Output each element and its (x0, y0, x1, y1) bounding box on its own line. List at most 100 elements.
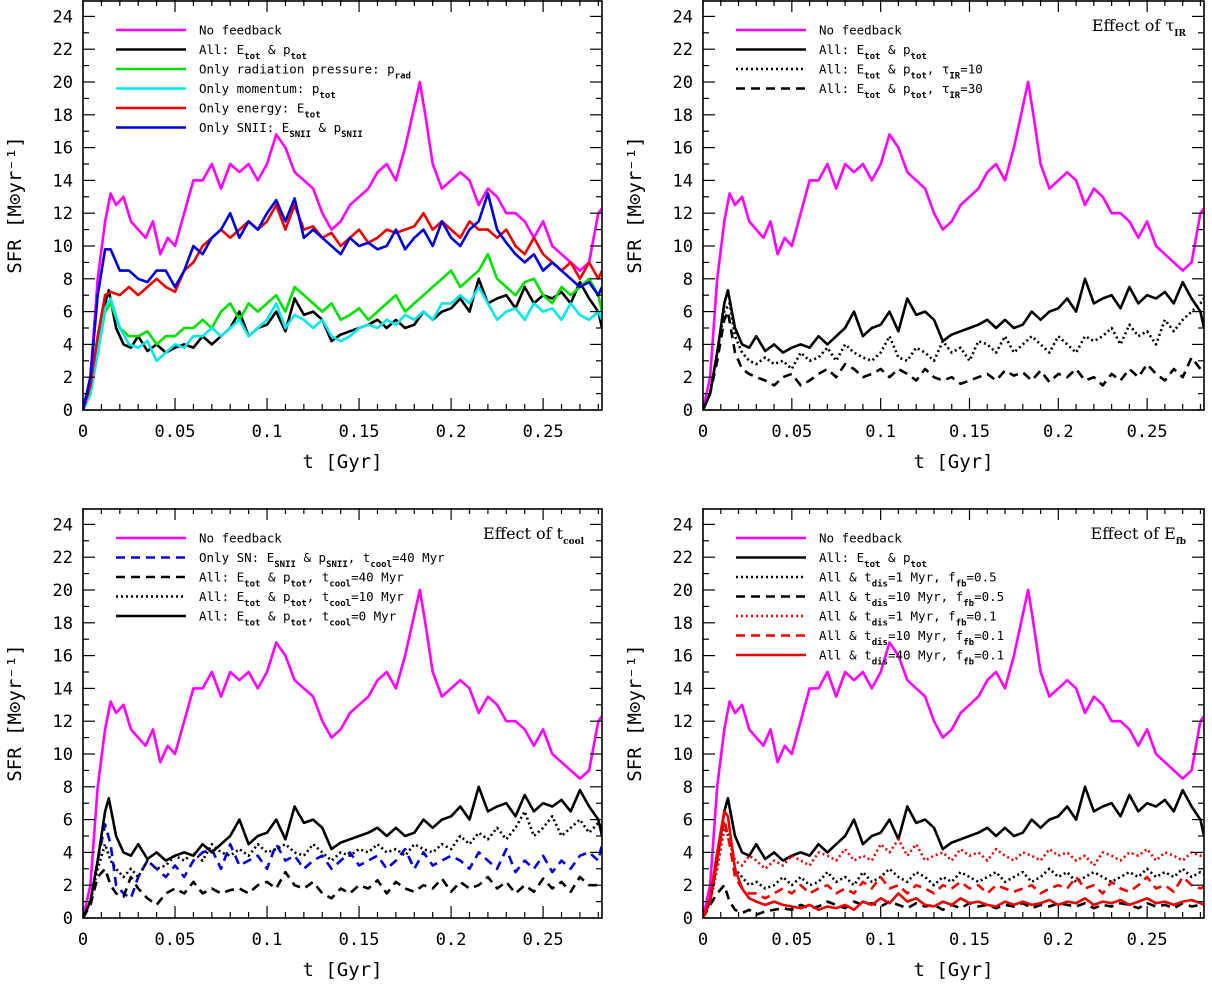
y-tick-label: 24 (53, 7, 73, 27)
series-line-nofb (83, 588, 602, 918)
x-tick-label: 0.2 (436, 930, 467, 950)
y-axis-title: SFR [M⊙yr⁻¹] (4, 644, 26, 781)
plot-frame (82, 0, 603, 411)
legend-label-nofb: No feedback (199, 531, 282, 546)
series-line-all (83, 277, 602, 410)
y-tick-label: 12 (673, 204, 693, 224)
y-tick-label: 10 (53, 237, 73, 257)
y-tick-label: 10 (53, 745, 73, 765)
y-tick-label: 16 (53, 139, 73, 159)
x-tick-label: 0.2 (1043, 930, 1074, 950)
series-line-rad (83, 252, 602, 410)
legend-label-energy: Only energy: Etot (199, 101, 321, 121)
x-axis-title: t [Gyr] (913, 451, 993, 473)
series-line-nofb (703, 80, 1204, 410)
series-line-all (83, 785, 602, 918)
y-tick-label: 22 (53, 40, 73, 60)
legend-label-rad: Only radiation pressure: prad (199, 62, 411, 82)
x-tick-label: 0.25 (1127, 930, 1168, 950)
y-tick-label: 20 (673, 581, 693, 601)
y-tick-label: 14 (673, 679, 693, 699)
y-tick-label: 6 (683, 303, 693, 323)
series-line-all10 (83, 810, 602, 918)
y-tick-label: 18 (53, 614, 73, 634)
y-tick-label: 8 (63, 270, 73, 290)
series-line-d10f01 (703, 818, 1204, 918)
series-line-all (703, 277, 1204, 410)
y-tick-label: 20 (673, 73, 693, 93)
legend-label-all10: All: Etot & ptot, tcool=10 Myr (199, 589, 404, 609)
series-line-all (703, 785, 1204, 918)
x-tick-label: 0.1 (252, 930, 283, 950)
series-line-tau30 (703, 310, 1204, 410)
series-line-d40f01 (703, 810, 1204, 918)
y-tick-label: 12 (673, 712, 693, 732)
legend-label-tau10: All: Etot & ptot, τIR=10 (819, 62, 983, 82)
plot-frame (702, 0, 1205, 411)
series-group (703, 80, 1204, 410)
x-tick-label: 0.25 (1127, 422, 1168, 442)
y-tick-label: 22 (53, 548, 73, 568)
legend-label-all: All: Etot & ptot (819, 550, 927, 570)
x-tick-label: 0.05 (155, 422, 196, 442)
y-tick-label: 6 (63, 811, 73, 831)
y-tick-label: 24 (673, 515, 693, 535)
series-group (703, 588, 1204, 918)
x-tick-label: 0.1 (865, 422, 896, 442)
y-tick-label: 0 (63, 401, 73, 421)
series-line-nofb (703, 588, 1204, 918)
y-axis-title: SFR [M⊙yr⁻¹] (624, 136, 646, 273)
y-tick-label: 22 (673, 548, 693, 568)
y-tick-label: 2 (63, 368, 73, 388)
x-tick-label: 0.05 (771, 422, 812, 442)
y-tick-label: 4 (63, 843, 73, 863)
panel-title: Effect of tcool (483, 524, 585, 547)
series-line-energy (83, 203, 602, 410)
x-tick-label: 0 (698, 422, 708, 442)
legend-label-snii: Only SNII: ESNII & pSNII (199, 120, 363, 140)
legend-label-sn40: Only SN: ESNII & pSNII, tcool=40 Myr (199, 550, 445, 570)
x-tick-label: 0.1 (252, 422, 283, 442)
y-tick-label: 16 (673, 647, 693, 667)
y-tick-label: 2 (63, 876, 73, 896)
y-tick-label: 8 (63, 778, 73, 798)
series-line-tau10 (703, 297, 1204, 410)
y-tick-label: 8 (683, 778, 693, 798)
series-line-mom (83, 285, 602, 410)
x-tick-label: 0 (698, 930, 708, 950)
x-tick-label: 0 (78, 930, 88, 950)
y-tick-label: 24 (53, 515, 73, 535)
y-tick-label: 20 (53, 581, 73, 601)
x-tick-label: 0.15 (949, 930, 990, 950)
panel-title: Effect of Efb (1091, 524, 1186, 547)
y-tick-label: 14 (53, 171, 73, 191)
legend-label-mom: Only momentum: ptot (199, 81, 336, 101)
y-tick-label: 20 (53, 73, 73, 93)
legend-label-all: All: Etot & ptot, tcool=0 Myr (199, 609, 397, 629)
legend-label-nofb: No feedback (819, 531, 902, 546)
y-tick-label: 4 (63, 335, 73, 355)
y-tick-label: 16 (673, 139, 693, 159)
series-line-sn40 (83, 823, 602, 918)
legend-label-all: All: Etot & ptot (199, 42, 307, 62)
y-tick-label: 2 (683, 368, 693, 388)
x-axis-title: t [Gyr] (302, 959, 382, 981)
y-tick-label: 6 (683, 811, 693, 831)
plot-frame (82, 508, 603, 919)
y-tick-label: 2 (683, 876, 693, 896)
y-tick-label: 0 (63, 909, 73, 929)
y-tick-label: 14 (53, 679, 73, 699)
legend-label-nofb: No feedback (199, 23, 282, 38)
y-tick-label: 18 (673, 614, 693, 634)
y-tick-label: 0 (683, 401, 693, 421)
y-tick-label: 22 (673, 40, 693, 60)
legend-label-tau30: All: Etot & ptot, τIR=30 (819, 81, 983, 101)
legend-label-d40f01: All & tdis=40 Myr, ffb=0.1 (819, 648, 1004, 668)
x-axis-title: t [Gyr] (302, 451, 382, 473)
x-tick-label: 0.15 (339, 930, 380, 950)
x-tick-label: 0 (78, 422, 88, 442)
